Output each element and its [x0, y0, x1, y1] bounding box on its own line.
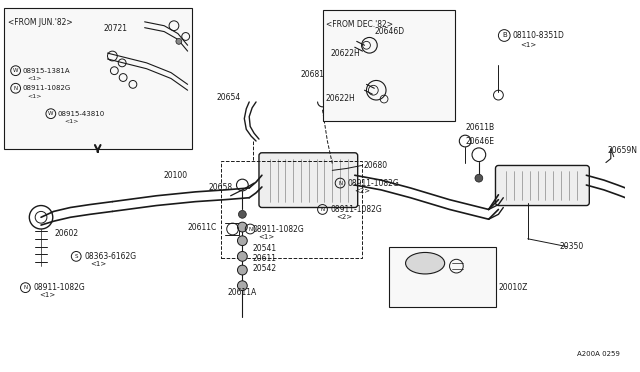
Ellipse shape [406, 253, 445, 274]
Text: 20010Z: 20010Z [499, 283, 528, 292]
Bar [4, 8, 191, 149]
Text: 08911-1082G: 08911-1082G [348, 179, 399, 187]
Text: 20659N: 20659N [608, 146, 638, 155]
Text: 20350: 20350 [559, 242, 583, 251]
Circle shape [239, 211, 246, 218]
Text: N: N [23, 285, 28, 290]
Text: <1>: <1> [258, 234, 275, 240]
Text: <1>: <1> [28, 76, 42, 81]
Text: <FROM DEC.'82>: <FROM DEC.'82> [326, 20, 394, 29]
Text: 20646E: 20646E [465, 137, 494, 145]
Text: 20721: 20721 [103, 24, 127, 33]
Text: 20622H: 20622H [330, 49, 360, 58]
Circle shape [475, 174, 483, 182]
Text: <1>: <1> [520, 42, 536, 48]
Text: W: W [13, 68, 19, 73]
Text: 20654: 20654 [216, 93, 241, 102]
Text: 08363-6162G: 08363-6162G [84, 252, 136, 261]
Text: 20681: 20681 [301, 70, 324, 79]
Text: N: N [13, 86, 18, 91]
Text: 20541: 20541 [252, 244, 276, 253]
Text: 20100: 20100 [164, 171, 188, 180]
Text: 08911-1082G: 08911-1082G [22, 85, 71, 91]
Circle shape [237, 222, 247, 232]
Text: S: S [74, 254, 78, 259]
Text: 20542: 20542 [252, 264, 276, 273]
Text: 20611C: 20611C [188, 222, 217, 231]
Bar [221, 161, 362, 258]
Text: W: W [48, 111, 54, 116]
Text: 20611B: 20611B [465, 123, 494, 132]
Text: 20622H: 20622H [325, 93, 355, 103]
FancyBboxPatch shape [259, 153, 358, 208]
Circle shape [237, 251, 247, 261]
Text: 20658: 20658 [209, 183, 232, 192]
Text: <1>: <1> [39, 292, 55, 298]
FancyBboxPatch shape [495, 166, 589, 206]
Text: <1>: <1> [90, 261, 106, 267]
Text: N: N [248, 227, 252, 231]
Text: <1>: <1> [65, 119, 79, 124]
Text: <FROM JUN.'82>: <FROM JUN.'82> [8, 18, 72, 27]
Text: 20680: 20680 [364, 161, 388, 170]
Text: 08915-1381A: 08915-1381A [22, 68, 70, 74]
Text: N: N [338, 180, 342, 186]
Text: 08911-1082G: 08911-1082G [330, 205, 382, 214]
Text: 08110-8351D: 08110-8351D [512, 31, 564, 40]
Circle shape [237, 265, 247, 275]
Text: 20611A: 20611A [228, 288, 257, 297]
Text: 20646D: 20646D [374, 27, 404, 36]
Text: <1>: <1> [28, 94, 42, 99]
Text: A200A 0259: A200A 0259 [577, 351, 620, 357]
Text: 20611: 20611 [252, 254, 276, 263]
Bar [323, 10, 456, 122]
Text: <2>: <2> [354, 188, 370, 194]
Circle shape [237, 236, 247, 246]
Text: 08911-1082G: 08911-1082G [252, 224, 304, 234]
Text: <2>: <2> [336, 214, 352, 220]
Text: 08911-1082G: 08911-1082G [33, 283, 85, 292]
Circle shape [237, 281, 247, 291]
Text: B: B [502, 32, 507, 38]
Text: 08915-43810: 08915-43810 [58, 111, 105, 117]
Circle shape [176, 38, 182, 44]
Text: N: N [321, 207, 324, 212]
Bar [389, 247, 497, 307]
Text: 20602: 20602 [54, 230, 78, 238]
